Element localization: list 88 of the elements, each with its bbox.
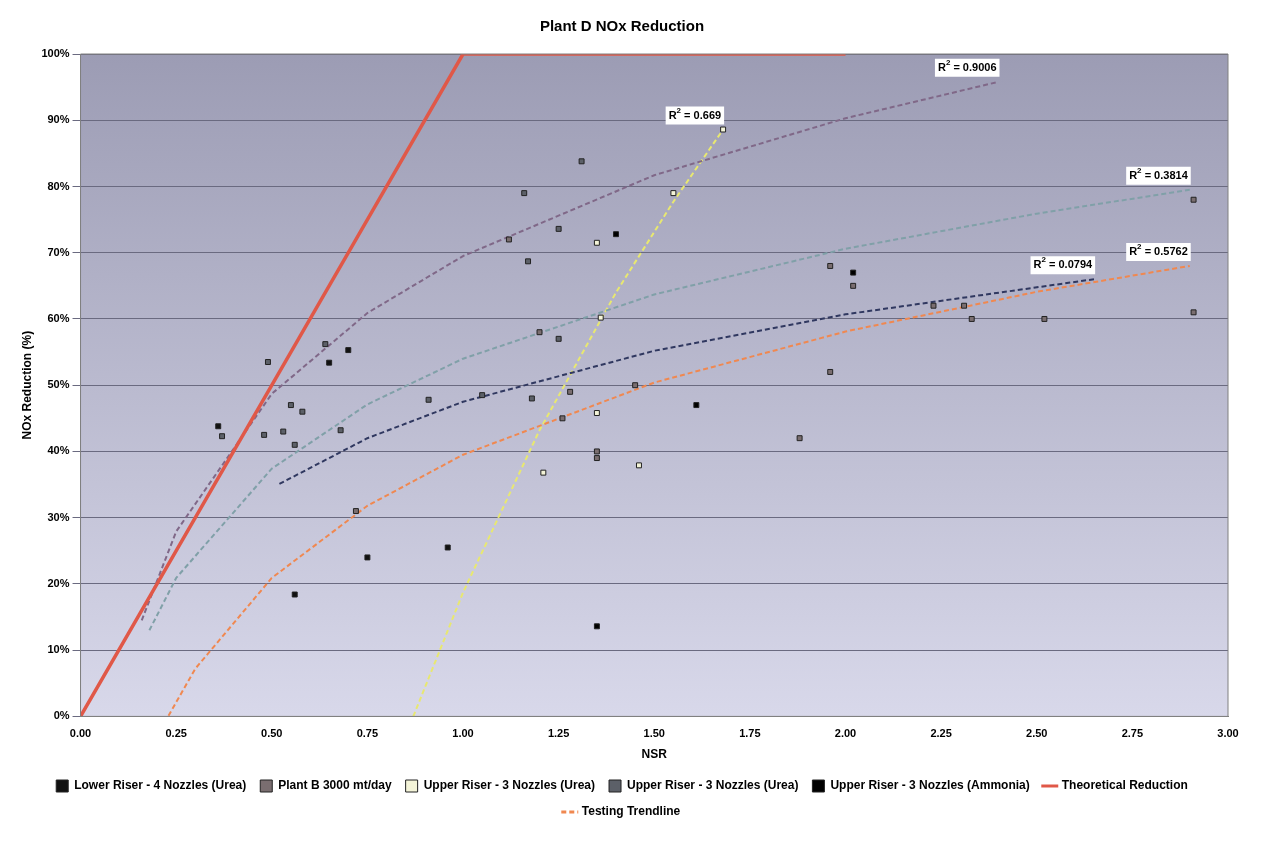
point	[632, 382, 639, 389]
y-tick-label: 10%	[47, 643, 70, 656]
point	[1190, 309, 1197, 316]
y-tick-label: 90%	[47, 113, 70, 126]
point	[444, 544, 451, 551]
x-tick-label: 0.25	[165, 727, 187, 740]
y-tick-label: 50%	[47, 378, 70, 391]
point	[219, 433, 226, 440]
point	[555, 225, 562, 232]
point	[291, 441, 298, 448]
legend-label: Lower Riser - 4 Nozzles (Urea)	[74, 778, 247, 793]
point	[326, 359, 333, 366]
x-tick-label: 2.50	[1026, 727, 1048, 740]
y-tick-label: 20%	[47, 576, 70, 589]
y-tick-label: 100%	[41, 47, 70, 60]
point	[567, 388, 574, 395]
point	[479, 392, 486, 399]
x-tick-label: 1.00	[452, 727, 474, 740]
point	[635, 462, 642, 469]
point	[215, 423, 222, 430]
point	[796, 435, 803, 442]
point	[337, 427, 344, 434]
point	[536, 329, 543, 336]
point	[299, 408, 306, 415]
point	[670, 190, 677, 197]
point	[364, 554, 371, 561]
point	[593, 239, 600, 246]
point	[322, 341, 329, 348]
line-series	[278, 278, 1096, 485]
y-tick-label: 60%	[47, 311, 70, 324]
x-tick-label: 1.50	[643, 727, 665, 740]
point	[593, 455, 600, 462]
point	[593, 410, 600, 416]
legend-label: Upper Riser - 3 Nozzles (Ammonia)	[830, 778, 1030, 793]
y-tick-label: 80%	[47, 179, 70, 192]
point	[597, 314, 604, 321]
point	[528, 395, 535, 402]
point	[930, 302, 937, 309]
point	[578, 158, 585, 165]
x-tick-label: 0.00	[69, 727, 92, 740]
legend-label: Upper Riser - 3 Nozzles (Urea)	[423, 778, 596, 793]
point	[352, 508, 359, 515]
x-tick-label: 0.50	[261, 727, 283, 740]
point	[593, 448, 600, 455]
x-tick-label: 3.00	[1217, 727, 1239, 740]
point	[287, 402, 294, 409]
x-axis-title: NSR	[641, 747, 668, 762]
point	[693, 402, 700, 409]
legend-label: Plant B 3000 mt/day	[278, 778, 392, 793]
x-tick-label: 2.00	[834, 727, 857, 740]
point	[540, 469, 547, 476]
point	[961, 302, 968, 309]
point	[264, 359, 271, 365]
point	[1190, 196, 1197, 203]
point	[559, 415, 566, 422]
y-tick-label: 0%	[53, 709, 70, 722]
point	[291, 591, 298, 598]
point	[345, 347, 352, 354]
legend-label: Theoretical Reduction	[1061, 778, 1188, 793]
point	[613, 231, 619, 238]
point	[505, 236, 512, 243]
point	[1041, 315, 1048, 322]
legend-label: Upper Riser - 3 Nozzles (Urea)	[627, 778, 799, 793]
point	[593, 623, 600, 630]
point	[521, 190, 528, 197]
y-tick-label: 70%	[47, 245, 70, 258]
x-tick-label: 1.75	[739, 727, 761, 740]
point	[968, 315, 975, 322]
y-axis-title: NOx Reduction (%)	[19, 330, 34, 440]
point	[850, 282, 857, 289]
point	[555, 335, 562, 342]
line-series	[148, 188, 1191, 632]
y-tick-label: 30%	[47, 510, 70, 523]
point	[850, 269, 857, 276]
point	[261, 431, 268, 438]
point	[827, 368, 834, 375]
x-tick-label: 2.25	[930, 727, 952, 740]
y-tick-label: 40%	[47, 444, 70, 457]
x-tick-label: 2.75	[1121, 727, 1144, 740]
point	[525, 258, 532, 265]
point	[425, 396, 432, 403]
point	[280, 428, 287, 435]
x-tick-label: 0.75	[356, 727, 379, 740]
point	[720, 126, 727, 133]
chart-title: Plant D NOx Reduction	[539, 17, 705, 35]
point	[827, 262, 834, 269]
x-tick-label: 1.25	[547, 727, 570, 740]
legend-label: Testing Trendline	[581, 804, 681, 819]
